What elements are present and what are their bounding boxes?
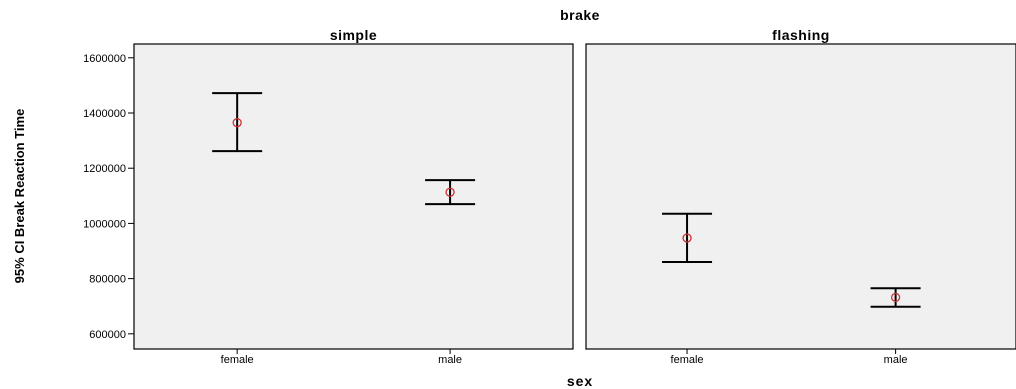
- mean-point-simple-female: [232, 118, 242, 128]
- y-tick-label-600000: 600000: [89, 329, 126, 341]
- mean-point-simple-male: [445, 187, 455, 197]
- x-tick-label-simple-male: male: [438, 354, 462, 366]
- mean-point-flashing-female: [682, 233, 692, 243]
- panel-flashing: [585, 43, 1016, 350]
- x-tick-label-flashing-male: male: [884, 354, 908, 366]
- y-axis-title: 95% CI Break Reaction Time: [12, 109, 27, 284]
- y-tick-label-1200000: 1200000: [83, 163, 126, 175]
- y-tick-label-1000000: 1000000: [83, 218, 126, 230]
- y-tick-label-1600000: 1600000: [83, 53, 126, 65]
- y-tick-label-800000: 800000: [89, 274, 126, 286]
- x-tick-label-simple-female: female: [221, 354, 254, 366]
- facet-label-simple: simple: [330, 27, 377, 43]
- y-tick-label-1400000: 1400000: [83, 108, 126, 120]
- facet-label-flashing: flashing: [772, 27, 830, 43]
- mean-point-flashing-male: [890, 292, 901, 303]
- plot-layer: simple female male flashing female male 600000…: [83, 27, 1016, 366]
- x-axis-title: sex: [567, 373, 593, 389]
- panel-simple: [133, 43, 574, 350]
- x-tick-label-flashing-female: female: [671, 354, 704, 366]
- chart-title: brake: [560, 7, 600, 23]
